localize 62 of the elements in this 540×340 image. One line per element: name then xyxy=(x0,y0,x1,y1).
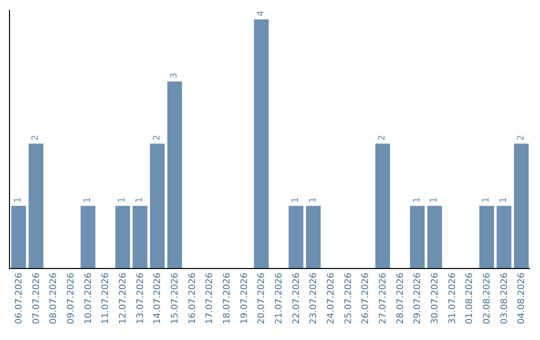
data-label: 2 xyxy=(152,134,162,141)
x-tick-label: 27.07.2026 xyxy=(378,272,389,324)
data-label: 4 xyxy=(256,10,266,16)
x-tick-label: 03.08.2026 xyxy=(500,272,510,324)
data-label: 1 xyxy=(499,197,509,203)
x-tick-label: 02.08.2026 xyxy=(482,272,493,324)
x-tick-label: 15.07.2026 xyxy=(170,272,181,324)
data-label: 1 xyxy=(412,197,422,203)
data-label: 2 xyxy=(516,134,526,141)
x-tick-label: 19.07.2026 xyxy=(240,272,250,324)
data-label: 2 xyxy=(378,134,388,141)
bar xyxy=(427,206,442,268)
bar xyxy=(150,144,165,268)
x-tick-label: 04.08.2026 xyxy=(517,272,528,324)
x-tick-label: 23.07.2026 xyxy=(309,272,320,324)
data-label: 1 xyxy=(482,197,492,203)
bar xyxy=(167,81,182,268)
data-label: 2 xyxy=(31,134,41,141)
x-tick-label: 28.07.2026 xyxy=(396,272,406,324)
data-label: 1 xyxy=(118,197,128,203)
x-tick-label: 16.07.2026 xyxy=(188,272,198,324)
data-label: 1 xyxy=(135,197,145,203)
x-tick-label: 31.07.2026 xyxy=(448,272,458,324)
bar xyxy=(496,206,512,268)
x-tick-label: 29.07.2026 xyxy=(413,272,424,324)
x-tick-label: 14.07.2026 xyxy=(153,272,164,324)
bar xyxy=(254,19,269,268)
x-tick-label: 13.07.2026 xyxy=(136,272,146,324)
bar xyxy=(28,144,44,268)
x-tick-label: 26.07.2026 xyxy=(361,272,372,324)
data-label: 1 xyxy=(430,197,440,203)
bar xyxy=(80,206,96,268)
data-label: 1 xyxy=(83,197,93,203)
x-tick-label: 22.07.2026 xyxy=(292,272,302,324)
x-tick-label: 10.07.2026 xyxy=(84,272,94,324)
x-tick-label: 06.07.2026 xyxy=(14,272,25,324)
x-tick-label: 24.07.2026 xyxy=(326,272,337,324)
data-label: 1 xyxy=(14,197,24,203)
x-tick-label: 21.07.2026 xyxy=(274,272,285,324)
x-tick-label: 01.08.2026 xyxy=(465,272,476,324)
data-label: 1 xyxy=(291,197,301,203)
bar xyxy=(11,206,26,268)
x-tick-label: 20.07.2026 xyxy=(257,272,268,324)
data-label: 1 xyxy=(308,197,318,203)
x-tick-label: 11.07.2026 xyxy=(101,272,112,324)
x-tick-label: 17.07.2026 xyxy=(205,272,216,324)
bar xyxy=(288,206,304,268)
x-tick-label: 08.07.2026 xyxy=(49,272,60,324)
x-tick-label: 09.07.2026 xyxy=(66,272,77,324)
bar xyxy=(410,206,425,268)
x-tick-label: 18.07.2026 xyxy=(222,272,233,324)
bar xyxy=(132,206,148,268)
x-tick-label: 12.07.2026 xyxy=(118,272,129,324)
bar xyxy=(479,206,494,268)
bar xyxy=(306,206,321,268)
bar xyxy=(375,144,390,268)
x-tick-label: 25.07.2026 xyxy=(344,272,354,324)
data-label: 3 xyxy=(170,72,180,78)
bar xyxy=(514,144,529,268)
x-tick-label: 30.07.2026 xyxy=(430,272,441,324)
x-tick-label: 07.07.2026 xyxy=(32,272,42,324)
bar xyxy=(115,206,130,268)
